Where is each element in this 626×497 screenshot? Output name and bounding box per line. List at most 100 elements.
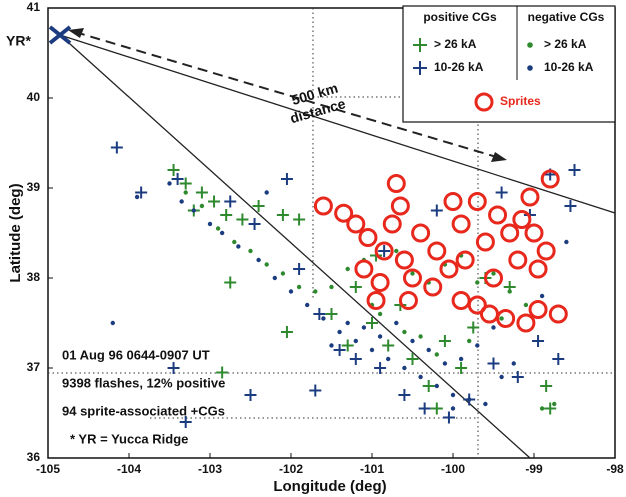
negative-cg <box>402 329 407 335</box>
negative-cg <box>305 302 310 308</box>
negative-cg <box>256 257 261 263</box>
negative-cg <box>191 208 196 213</box>
positive-cg <box>293 263 306 275</box>
negative-cg <box>450 406 456 411</box>
legend-group-title: negative CGs <box>528 10 605 24</box>
note: 94 sprite-associated +CGs <box>62 403 225 418</box>
negative-cg <box>134 194 140 200</box>
distance-arrow <box>68 28 507 162</box>
positive-cg <box>280 173 293 185</box>
positive-cg <box>244 389 257 401</box>
sprite <box>540 169 560 189</box>
negative-cg <box>552 401 557 407</box>
negative-cg <box>321 316 326 321</box>
negative-cg <box>450 392 456 398</box>
positive-cg <box>110 141 123 154</box>
x-tick-label: -105 <box>36 462 60 476</box>
positive-cg <box>366 317 378 329</box>
positive-cg <box>236 213 249 226</box>
legend-marker <box>413 61 427 75</box>
negative-cg <box>110 320 116 326</box>
positive-cg <box>248 218 261 230</box>
negative-cg <box>199 203 205 209</box>
negative-cg <box>539 406 545 411</box>
sprite <box>366 291 386 310</box>
x-tick-label: -101 <box>360 462 384 476</box>
positive-cg <box>398 389 411 401</box>
positive-cg <box>195 186 208 199</box>
negative-cg <box>248 248 253 254</box>
positive-cg <box>442 411 455 424</box>
sprite <box>488 205 508 225</box>
positive-cg <box>422 380 435 392</box>
negative-cg <box>475 343 480 348</box>
x-tick-label: -98 <box>606 462 624 476</box>
positive-cg <box>208 195 221 208</box>
positive-cg <box>224 276 237 289</box>
negative-cg <box>272 275 277 281</box>
positive-cg <box>564 200 577 212</box>
sprite <box>451 214 471 234</box>
sprite <box>484 268 503 288</box>
positive-cg <box>349 353 362 365</box>
legend-label: > 26 kA <box>544 37 587 51</box>
positive-cg <box>171 173 184 185</box>
sprite <box>455 250 475 270</box>
positive-cg <box>333 344 346 356</box>
negative-cg <box>434 352 439 357</box>
x-tick-label: -104 <box>117 462 141 476</box>
positive-cg <box>167 362 180 374</box>
negative-cg <box>264 190 269 195</box>
negative-cg <box>467 397 472 402</box>
negative-cg <box>458 356 464 362</box>
positive-cg <box>544 402 557 415</box>
negative-cg <box>491 271 496 276</box>
sprite <box>358 228 378 247</box>
positive-cg <box>406 353 419 365</box>
sprite <box>427 241 447 261</box>
positive-cg <box>438 335 451 347</box>
sprite <box>354 259 374 279</box>
marks <box>110 141 581 428</box>
negative-cg <box>337 329 342 335</box>
negative-cg <box>369 347 375 353</box>
note: 01 Aug 96 0644-0907 UT <box>62 347 210 362</box>
positive-cg <box>382 339 395 352</box>
negative-cg <box>313 289 318 294</box>
negative-cg <box>296 284 302 290</box>
y-tick-label: 36 <box>27 450 41 464</box>
positive-cg <box>179 416 192 428</box>
negative-cg <box>564 239 569 245</box>
sprite <box>443 192 463 211</box>
y-tick-label: 41 <box>27 0 41 14</box>
negative-cg <box>232 239 237 245</box>
negative-cg <box>236 244 241 249</box>
arrow-shaft <box>74 31 501 159</box>
negative-cg <box>523 302 529 308</box>
positive-cg <box>252 200 265 212</box>
x-tick-label: -99 <box>525 462 543 476</box>
negative-cg <box>499 316 504 321</box>
y-tick-label: 39 <box>27 180 41 194</box>
positive-cg <box>179 177 192 190</box>
sprite <box>439 259 459 279</box>
sprite <box>516 313 536 333</box>
legend-label: > 26 kA <box>434 37 477 51</box>
positive-cg <box>325 308 338 320</box>
legend-items: positive CGs > 26 kA 10-26 kA negative CGs >… <box>413 10 605 112</box>
positive-cg <box>374 362 387 374</box>
negative-cg <box>434 383 439 389</box>
sprite <box>370 273 390 292</box>
negative-cg <box>410 271 415 276</box>
negative-cg <box>394 248 399 254</box>
x-tick-label: -102 <box>279 462 303 476</box>
positive-cg <box>313 308 326 320</box>
sector-lines <box>59 34 616 459</box>
sprite <box>382 214 402 234</box>
note: 9398 flashes, 12% positive <box>62 375 225 390</box>
legend: positive CGs > 26 kA 10-26 kA negative CGs >… <box>402 5 616 123</box>
notes: 01 Aug 96 0644-0907 UT 9398 flashes, 12%… <box>62 347 225 446</box>
sprite <box>548 304 568 324</box>
negative-cg <box>345 320 350 326</box>
